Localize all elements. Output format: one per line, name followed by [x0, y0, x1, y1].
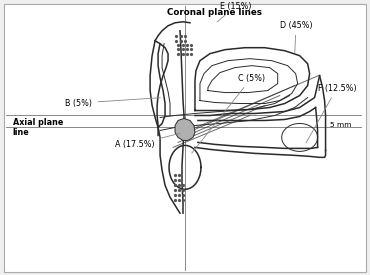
- Text: Coronal plane lines: Coronal plane lines: [167, 8, 262, 17]
- Text: A (17.5%): A (17.5%): [115, 133, 180, 149]
- Text: Axial plane: Axial plane: [13, 118, 63, 127]
- Text: 5 mm: 5 mm: [330, 122, 352, 128]
- Polygon shape: [175, 119, 195, 141]
- Text: line: line: [13, 128, 29, 137]
- Text: F (12.5%): F (12.5%): [306, 84, 356, 143]
- FancyBboxPatch shape: [4, 4, 366, 272]
- Text: E (15%): E (15%): [217, 2, 251, 22]
- Text: D (45%): D (45%): [280, 21, 312, 53]
- Text: C (5%): C (5%): [192, 74, 265, 153]
- Text: B (5%): B (5%): [65, 98, 160, 108]
